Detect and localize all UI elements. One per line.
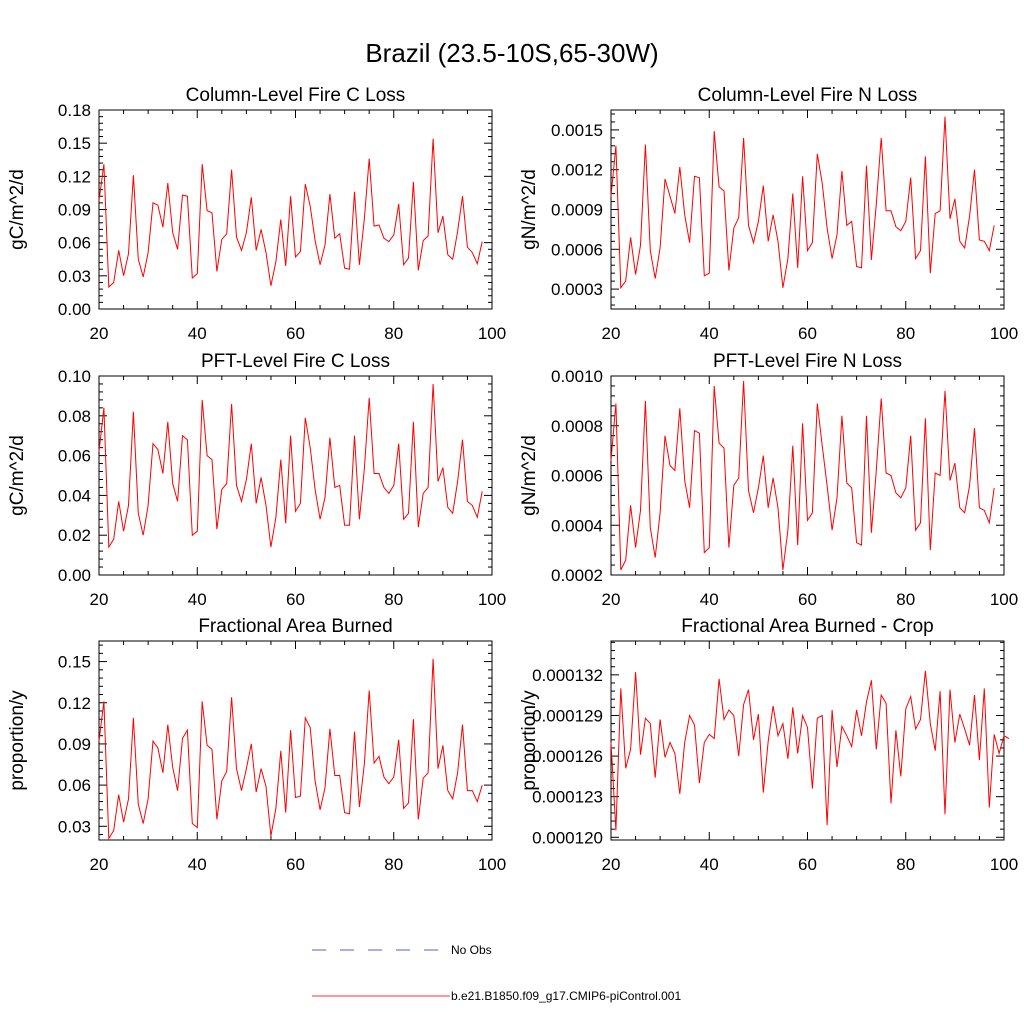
y-tick-label: 0.0009 [551, 201, 603, 220]
x-tick-label: 100 [478, 855, 506, 874]
plot-frame [610, 375, 1005, 576]
y-tick-label: 0.0008 [551, 417, 603, 436]
x-tick-label: 80 [384, 324, 403, 343]
y-tick-label: 0.04 [58, 486, 91, 505]
series-line [98, 138, 483, 288]
legend-label-no-obs: No Obs [451, 943, 492, 957]
panel-6: Fractional Area Burned - Crop proportion/… [519, 616, 1018, 874]
panel-title: Column-Level Fire N Loss [698, 85, 918, 106]
y-tick-label: 0.09 [58, 201, 91, 220]
panels: Column-Level Fire C Loss gC/m^2/d 20 40 60 80… [7, 85, 1018, 874]
figure-title: Brazil (23.5-10S,65-30W) [365, 38, 658, 68]
panel-4: PFT-Level Fire N Loss gN/m^2/d 20 40 60 80 100… [519, 351, 1018, 609]
y-tick-label: 0.02 [58, 526, 91, 545]
x-tick-label: 60 [286, 324, 305, 343]
plot-frame [98, 375, 493, 576]
y-tick-label: 0.06 [58, 776, 91, 795]
x-tick-label: 80 [896, 590, 915, 609]
x-tick-label: 60 [798, 590, 817, 609]
y-tick-label: 0.15 [58, 134, 91, 153]
y-tick-label: 0.0006 [551, 467, 603, 486]
y-tick-label: 0.000129 [532, 706, 603, 725]
y-tick-label: 0.00 [58, 300, 91, 319]
x-tick-label: 60 [798, 324, 817, 343]
x-tick-label: 60 [286, 855, 305, 874]
y-tick-label: 0.12 [58, 167, 91, 186]
x-tick-label: 100 [990, 324, 1018, 343]
y-tick-label: 0.000120 [532, 828, 603, 847]
legend-label-model: b.e21.B1850.f09_g17.CMIP6-piControl.001 [451, 989, 681, 1003]
panel-1: Column-Level Fire C Loss gC/m^2/d 20 40 60 80… [7, 85, 506, 343]
x-tick-label: 20 [602, 590, 621, 609]
panel-title: PFT-Level Fire N Loss [713, 351, 902, 372]
panel-title: Fractional Area Burned [198, 616, 392, 637]
y-tick-label: 0.18 [58, 101, 91, 120]
y-axis-label: gN/m^2/d [519, 169, 540, 250]
legend: No Obs b.e21.B1850.f09_g17.CMIP6-piContr… [312, 943, 681, 1003]
y-tick-label: 0.0004 [551, 516, 603, 535]
series-line [98, 658, 483, 841]
x-tick-label: 80 [896, 855, 915, 874]
x-tick-label: 100 [990, 855, 1018, 874]
y-tick-label: 0.0012 [551, 161, 603, 180]
x-tick-label: 40 [700, 855, 719, 874]
x-tick-label: 20 [602, 324, 621, 343]
y-tick-label: 0.00 [58, 566, 91, 585]
x-tick-label: 80 [384, 855, 403, 874]
x-tick-label: 40 [188, 855, 207, 874]
y-tick-label: 0.03 [58, 267, 91, 286]
y-tick-label: 0.0015 [551, 121, 603, 140]
x-tick-label: 40 [700, 590, 719, 609]
y-tick-label: 0.0003 [551, 280, 603, 299]
x-tick-label: 100 [990, 590, 1018, 609]
panel-title: Column-Level Fire C Loss [186, 85, 406, 106]
y-tick-label: 0.06 [58, 234, 91, 253]
x-tick-label: 40 [188, 590, 207, 609]
y-tick-label: 0.03 [58, 817, 91, 836]
x-tick-label: 100 [478, 324, 506, 343]
y-tick-label: 0.0006 [551, 240, 603, 259]
series-line [610, 380, 995, 571]
panel-2: Column-Level Fire N Loss gN/m^2/d 20 40 60 80… [519, 85, 1018, 343]
y-tick-label: 0.000123 [532, 788, 603, 807]
x-tick-label: 20 [602, 855, 621, 874]
x-tick-label: 80 [896, 324, 915, 343]
y-tick-label: 0.06 [58, 447, 91, 466]
panel-title: PFT-Level Fire C Loss [201, 351, 390, 372]
plot-frame [610, 109, 1005, 310]
series-line [610, 116, 995, 290]
y-tick-label: 0.000126 [532, 747, 603, 766]
y-tick-label: 0.15 [58, 653, 91, 672]
y-tick-label: 0.0010 [551, 367, 603, 386]
y-tick-label: 0.000132 [532, 666, 603, 685]
panel-5: Fractional Area Burned proportion/y 20 40 60… [7, 616, 506, 874]
panel-title: Fractional Area Burned - Crop [681, 616, 933, 637]
x-tick-label: 20 [90, 324, 109, 343]
series-line [610, 670, 1010, 831]
y-axis-label: proportion/y [7, 690, 28, 791]
y-tick-label: 0.09 [58, 735, 91, 754]
x-tick-label: 20 [90, 590, 109, 609]
y-axis-label: gC/m^2/d [7, 435, 28, 516]
series-line [98, 383, 483, 549]
x-tick-label: 20 [90, 855, 109, 874]
x-tick-label: 60 [798, 855, 817, 874]
panel-3: PFT-Level Fire C Loss gC/m^2/d 20 40 60 80 100… [7, 351, 506, 609]
x-tick-label: 100 [478, 590, 506, 609]
y-axis-label: proportion/y [519, 690, 540, 791]
y-axis-label: gC/m^2/d [7, 169, 28, 250]
y-tick-label: 0.08 [58, 407, 91, 426]
x-tick-label: 60 [286, 590, 305, 609]
y-tick-label: 0.10 [58, 367, 91, 386]
x-tick-label: 40 [188, 324, 207, 343]
y-tick-label: 0.12 [58, 694, 91, 713]
y-axis-label: gN/m^2/d [519, 435, 540, 516]
x-tick-label: 40 [700, 324, 719, 343]
y-tick-label: 0.0002 [551, 566, 603, 585]
x-tick-label: 80 [384, 590, 403, 609]
